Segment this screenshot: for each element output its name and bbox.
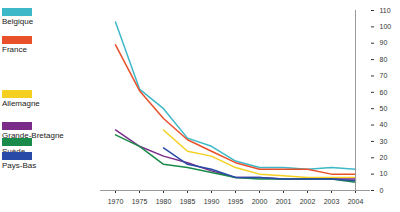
svg-text:80: 80 (380, 56, 388, 63)
svg-text:1985: 1985 (180, 198, 196, 205)
svg-text:40: 40 (380, 121, 388, 128)
html-text:Pays-Bas: Pays-Bas (2, 161, 37, 170)
svg-text:0: 0 (380, 187, 384, 194)
svg-text:1970: 1970 (108, 198, 124, 205)
svg-text:1975: 1975 (132, 198, 148, 205)
svg-text:2000: 2000 (252, 198, 268, 205)
svg-text:1980: 1980 (156, 198, 172, 205)
html-text:Suède: Suède (2, 147, 26, 156)
svg-text:110: 110 (380, 7, 391, 14)
svg-text:50: 50 (380, 105, 388, 112)
svg-text:60: 60 (380, 89, 388, 96)
svg-text:1995: 1995 (228, 198, 244, 205)
svg-text:2003: 2003 (324, 198, 340, 205)
html-text:Belgique: Belgique (2, 17, 34, 26)
svg-text:30: 30 (380, 138, 388, 145)
svg-text:70: 70 (380, 72, 388, 79)
svg-text:2001: 2001 (276, 198, 292, 205)
svg-text:10: 10 (380, 170, 388, 177)
svg-text:2002: 2002 (300, 198, 316, 205)
html-text:France: France (2, 45, 27, 54)
html-text:Grande-Bretagne: Grande-Bretagne (2, 131, 64, 140)
svg-text:90: 90 (380, 39, 388, 46)
svg-text:2004: 2004 (348, 198, 364, 205)
html-text:Allemagne: Allemagne (2, 99, 40, 108)
svg-text:100: 100 (380, 23, 392, 30)
svg-text:1990: 1990 (204, 198, 220, 205)
svg-text:20: 20 (380, 154, 388, 161)
